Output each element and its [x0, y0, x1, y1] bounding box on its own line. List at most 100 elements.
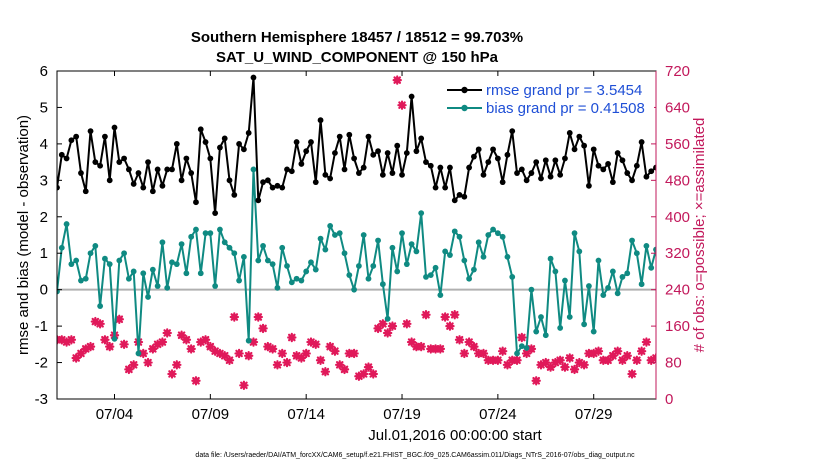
bias-point	[130, 268, 137, 275]
obs-count-glyph	[526, 344, 537, 354]
obs-count-marker	[512, 355, 522, 365]
bias-point	[499, 233, 506, 240]
obs-count-glyph	[267, 344, 278, 354]
bias-point	[538, 314, 544, 320]
bias-point	[528, 286, 535, 293]
bias-point	[394, 268, 401, 275]
rmse-point	[332, 150, 338, 156]
rmse-point	[351, 155, 358, 162]
obs-count-glyph	[320, 366, 331, 377]
obs-count-marker	[426, 344, 436, 354]
obs-count-marker	[243, 351, 254, 361]
bias-point	[269, 261, 276, 268]
obs-count-glyph	[627, 369, 637, 379]
bias-point	[360, 232, 367, 238]
bias-point	[293, 275, 300, 282]
obs-count-marker	[95, 319, 105, 329]
obs-count-marker	[584, 348, 594, 359]
rmse-point	[461, 193, 468, 200]
bias-point	[379, 281, 386, 288]
rmse-point	[442, 184, 449, 191]
bias-point	[159, 239, 166, 246]
obs-count-marker	[579, 360, 589, 370]
obs-count-glyph	[138, 348, 148, 359]
bias-point	[638, 281, 645, 288]
bias-point	[504, 253, 511, 260]
bias-point	[442, 248, 449, 255]
obs-count-marker	[287, 332, 297, 343]
bias-point	[207, 230, 214, 237]
obs-count-glyph	[71, 353, 81, 363]
rmse-point	[437, 164, 444, 171]
bias-point	[566, 314, 573, 320]
obs-count-marker	[239, 380, 249, 391]
obs-count-glyph	[497, 346, 508, 356]
obs-count-marker	[263, 341, 273, 352]
obs-count-marker	[387, 321, 398, 331]
obs-count-glyph	[512, 355, 522, 365]
rmse-point	[514, 170, 520, 176]
obs-count-glyph	[363, 362, 374, 372]
bias-point	[288, 279, 295, 286]
y2-tick-label: 320	[665, 245, 690, 262]
rmse-point	[135, 170, 142, 176]
rmse-point	[490, 146, 496, 153]
bias-point	[154, 283, 161, 289]
rmse-point	[178, 177, 185, 184]
obs-count-marker	[531, 376, 541, 386]
rmse-point	[236, 140, 242, 147]
obs-count-glyph	[646, 355, 656, 365]
rmse-point	[102, 133, 108, 140]
obs-count-marker	[315, 355, 326, 365]
rmse-line	[57, 76, 656, 215]
y-tick-label: 5	[40, 99, 48, 116]
obs-count-glyph	[550, 357, 561, 368]
y-axis-label: rmse and bias (model - observation)	[15, 115, 32, 355]
obs-count-marker	[172, 360, 182, 370]
obs-count-marker	[598, 355, 608, 365]
obs-count-glyph	[61, 337, 72, 347]
obs-count-glyph	[57, 335, 67, 345]
obs-count-glyph	[435, 344, 446, 354]
obs-count-glyph	[277, 348, 287, 359]
bias-point	[437, 292, 444, 299]
rmse-point	[212, 210, 219, 217]
obs-count-glyph	[478, 348, 489, 359]
bias-point	[490, 226, 496, 233]
bias-point	[605, 284, 611, 291]
bias-point	[125, 275, 132, 282]
obs-count-glyph	[354, 371, 364, 381]
bias-point	[600, 292, 607, 299]
rmse-point	[336, 133, 343, 140]
obs-count-glyph	[612, 346, 623, 356]
obs-count-marker	[267, 344, 278, 354]
rmse-point	[552, 157, 559, 164]
bias-point	[456, 233, 463, 240]
rmse-point	[538, 175, 544, 182]
obs-count-glyph	[565, 353, 575, 363]
rmse-point	[106, 177, 113, 184]
obs-count-marker	[569, 364, 580, 375]
rmse-point	[308, 139, 314, 145]
bias-point	[87, 250, 94, 257]
bias-point	[423, 274, 429, 280]
obs-count-glyph	[450, 310, 460, 320]
obs-count-glyph	[243, 351, 254, 361]
obs-count-marker	[368, 369, 378, 379]
obs-count-marker	[181, 335, 192, 345]
obs-count-glyph	[143, 357, 153, 368]
rmse-point	[557, 171, 564, 178]
rmse-point	[221, 135, 228, 142]
bias-point	[240, 253, 247, 260]
obs-count-marker	[536, 360, 546, 370]
rmse-point	[317, 117, 324, 124]
rmse-point	[346, 131, 353, 138]
x-axis-label: Jul.01,2016 00:00:00 start	[368, 427, 542, 444]
obs-count-marker	[402, 319, 412, 329]
rmse-point	[293, 139, 300, 145]
rmse-point	[57, 184, 60, 191]
obs-count-glyph	[100, 335, 110, 345]
bias-point	[106, 261, 113, 268]
bias-point	[619, 274, 626, 280]
rmse-point	[485, 159, 492, 166]
